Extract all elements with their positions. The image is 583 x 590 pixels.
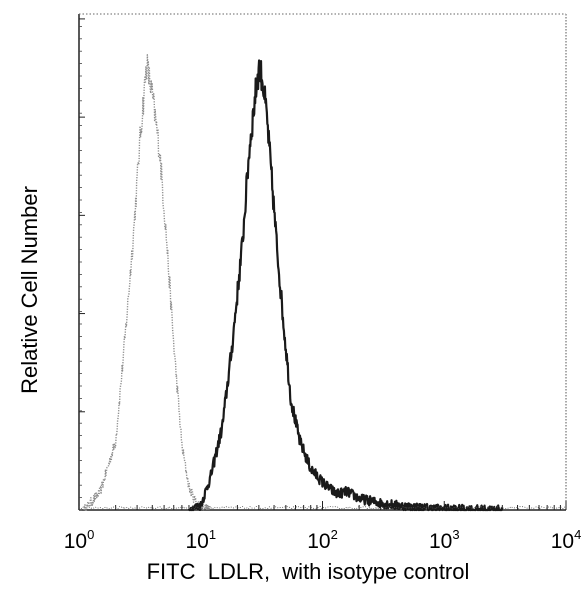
x-tick-label: 103 [429,527,460,553]
x-tick-labels: 100 101 102 103 104 [64,527,582,553]
x-tick-label: 102 [307,527,338,553]
x-axis-title: FITC LDLR, with isotype control [147,559,470,584]
x-tick-label-exponent: 4 [574,527,581,542]
x-tick-label-exponent: 0 [87,527,94,542]
x-tick-label: 104 [551,527,582,553]
x-tick-label-exponent: 3 [452,527,459,542]
isotype-control-series-line [83,54,211,511]
y-axis-title: Relative Cell Number [17,186,42,394]
x-tick-label-base: 10 [185,530,208,553]
x-tick-label-exponent: 1 [209,527,216,542]
series-layer [78,54,566,512]
baseline-noise [78,505,566,510]
x-tick-label-base: 10 [307,530,330,553]
ldlr-series-line [187,59,504,512]
x-tick-label-base: 10 [429,530,452,553]
x-tick-label-exponent: 2 [331,527,338,542]
x-tick-label-base: 10 [64,530,87,553]
x-tick-label: 100 [64,527,95,553]
x-tick-label: 101 [185,527,216,553]
x-tick-label-base: 10 [551,530,574,553]
